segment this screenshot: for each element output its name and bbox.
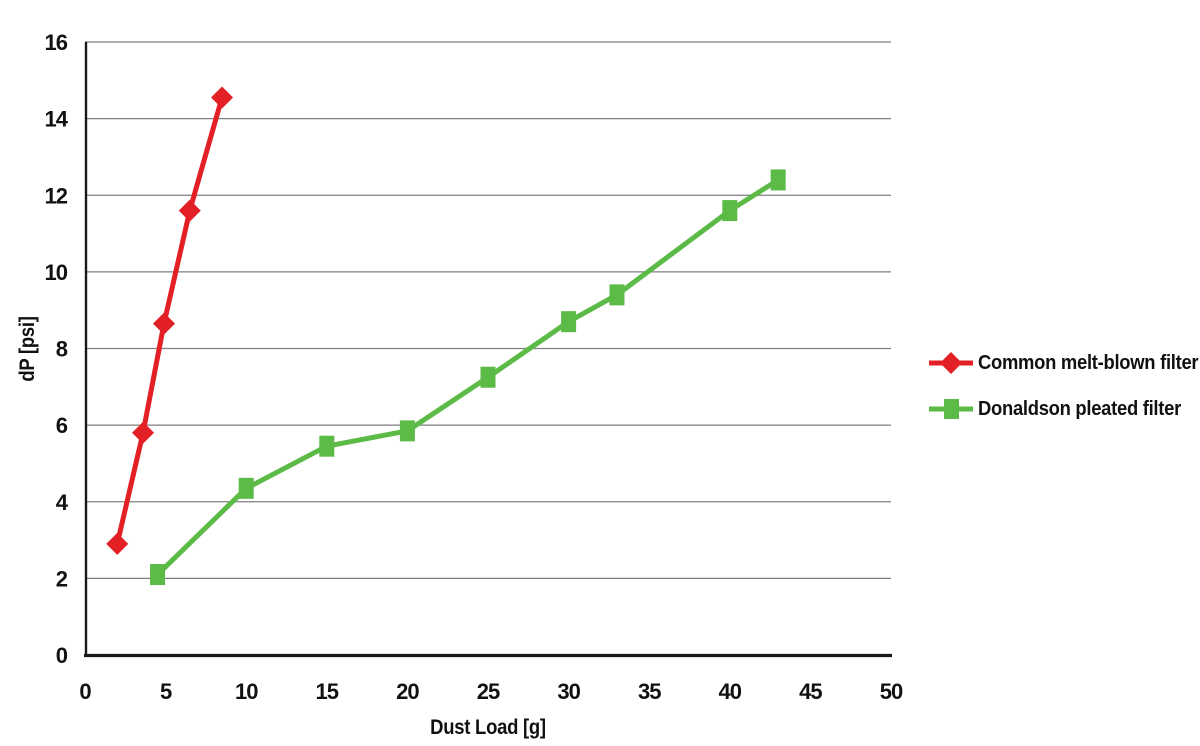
y-tick-label: 14 [45,107,69,132]
data-point-diamond [132,421,155,444]
x-axis-title: Dust Load [g] [430,716,546,739]
legend-label-melt-blown-filter: Common melt-blown filter [978,351,1199,374]
y-tick-label: 6 [56,413,68,438]
data-point-square [399,420,415,442]
x-tick-label: 15 [316,679,339,704]
x-tick-label: 20 [396,679,419,704]
y-tick-label: 8 [56,337,68,362]
x-tick-label: 25 [477,679,500,704]
x-tick-label: 45 [799,679,822,704]
green-square-line-swatch-icon [929,399,973,419]
data-point-square [770,169,786,191]
y-tick-label: 0 [56,643,68,668]
y-tick-label: 4 [56,490,69,515]
x-tick-label: 35 [638,679,661,704]
x-tick-label: 10 [235,679,258,704]
data-point-square [238,477,254,499]
data-point-square [722,200,738,222]
x-tick-label: 0 [79,679,91,704]
y-axis-title: dP [psi] [16,316,39,382]
x-tick-label: 40 [719,679,742,704]
data-point-square [480,366,496,388]
series-line-square [155,177,780,577]
legend-label-donaldson-filter: Donaldson pleated filter [978,397,1181,420]
data-point-square [319,435,335,457]
legend-item-donaldson-filter: Donaldson pleated filter [928,396,1200,422]
data-point-diamond [152,312,175,335]
x-tick-label: 30 [557,679,580,704]
legend-item-melt-blown-filter: Common melt-blown filter [928,350,1200,376]
y-tick-label: 10 [45,260,68,285]
data-point-square [150,564,166,586]
data-point-diamond [211,86,234,109]
x-tick-label: 5 [160,679,172,704]
data-point-square [609,284,625,306]
data-point-diamond [178,199,201,222]
y-tick-label: 16 [45,30,68,55]
legend: Common melt-blown filter Donaldson pleat… [928,350,1200,422]
red-diamond-line-swatch-icon [929,352,973,374]
y-tick-label: 2 [56,566,68,591]
y-tick-label: 12 [45,183,68,208]
data-point-square [561,311,577,333]
data-point-diamond [106,532,129,555]
x-tick-label: 50 [880,679,903,704]
